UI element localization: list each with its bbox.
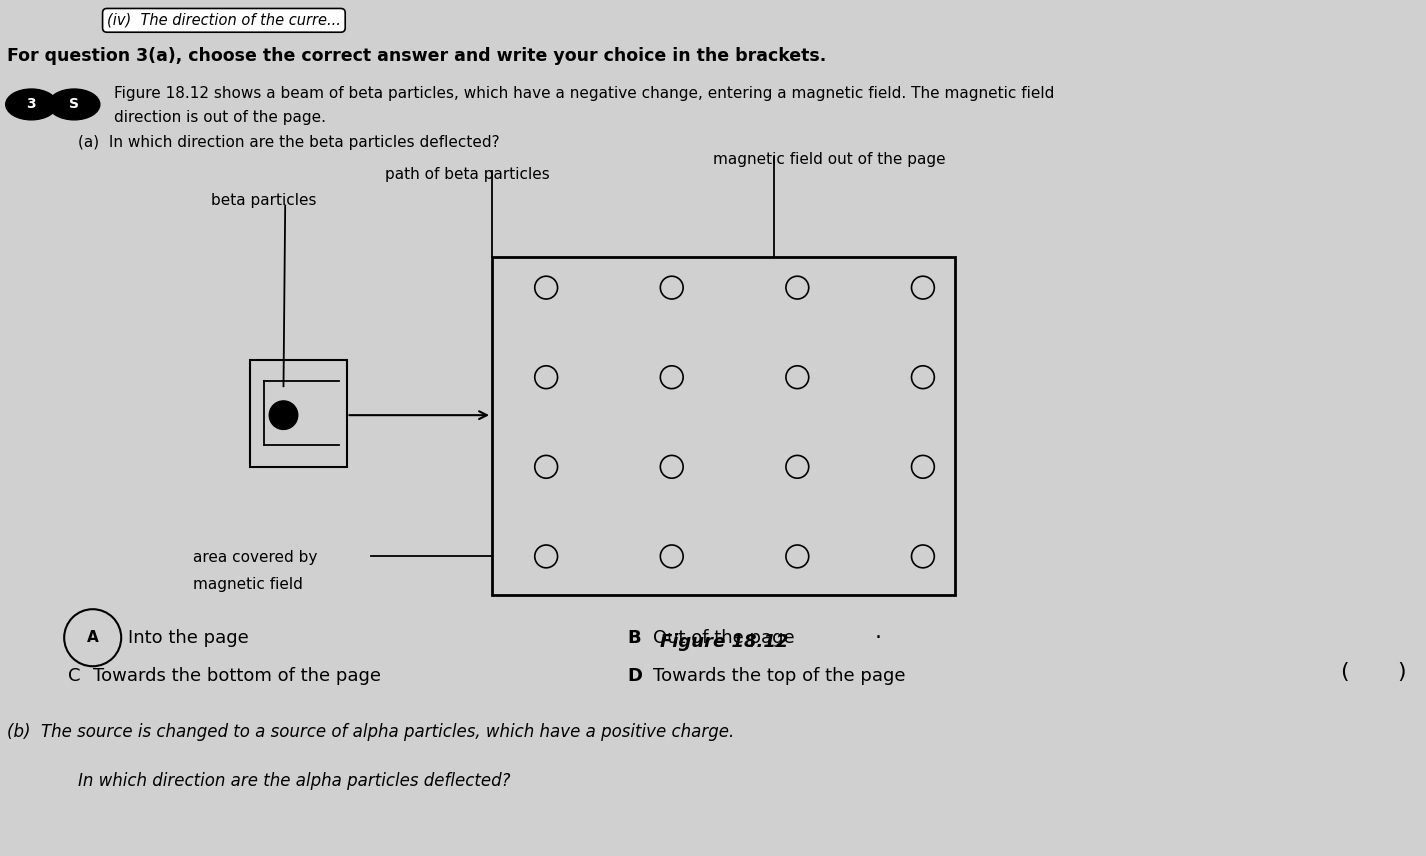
Text: ): )	[1397, 662, 1406, 682]
Text: A: A	[87, 630, 98, 645]
Text: (iv)  The direction of the curre...: (iv) The direction of the curre...	[107, 13, 341, 28]
Text: For question 3(a), choose the correct answer and write your choice in the bracke: For question 3(a), choose the correct an…	[7, 47, 827, 65]
Circle shape	[6, 89, 57, 120]
Text: Into the page: Into the page	[128, 628, 250, 647]
Text: In which direction are the alpha particles deflected?: In which direction are the alpha particl…	[78, 772, 511, 790]
Bar	[250, 360, 347, 467]
Text: (a)  In which direction are the beta particles deflected?: (a) In which direction are the beta part…	[78, 135, 501, 151]
Text: Figure 18.12 shows a beam of beta particles, which have a negative change, enter: Figure 18.12 shows a beam of beta partic…	[114, 86, 1054, 101]
Text: path of beta particles: path of beta particles	[385, 167, 550, 182]
Bar	[492, 257, 955, 595]
Text: (: (	[1340, 662, 1349, 682]
Text: Out of the page: Out of the page	[653, 628, 794, 647]
Ellipse shape	[270, 401, 298, 430]
Text: (b)  The source is changed to a source of alpha particles, which have a positive: (b) The source is changed to a source of…	[7, 723, 734, 741]
Text: beta particles: beta particles	[211, 193, 317, 208]
Text: magnetic field: magnetic field	[193, 577, 302, 592]
Text: ·: ·	[874, 627, 881, 648]
Text: direction is out of the page.: direction is out of the page.	[114, 110, 327, 125]
Text: area covered by: area covered by	[193, 550, 317, 565]
Text: C: C	[68, 667, 81, 686]
Text: 3: 3	[27, 98, 36, 111]
Text: S: S	[68, 98, 80, 111]
Text: B: B	[627, 628, 642, 647]
Text: Towards the bottom of the page: Towards the bottom of the page	[93, 667, 381, 686]
Text: magnetic field out of the page: magnetic field out of the page	[713, 152, 945, 168]
Text: D: D	[627, 667, 643, 686]
Circle shape	[48, 89, 100, 120]
Text: Towards the top of the page: Towards the top of the page	[653, 667, 906, 686]
Text: Figure 18.12: Figure 18.12	[659, 633, 789, 651]
